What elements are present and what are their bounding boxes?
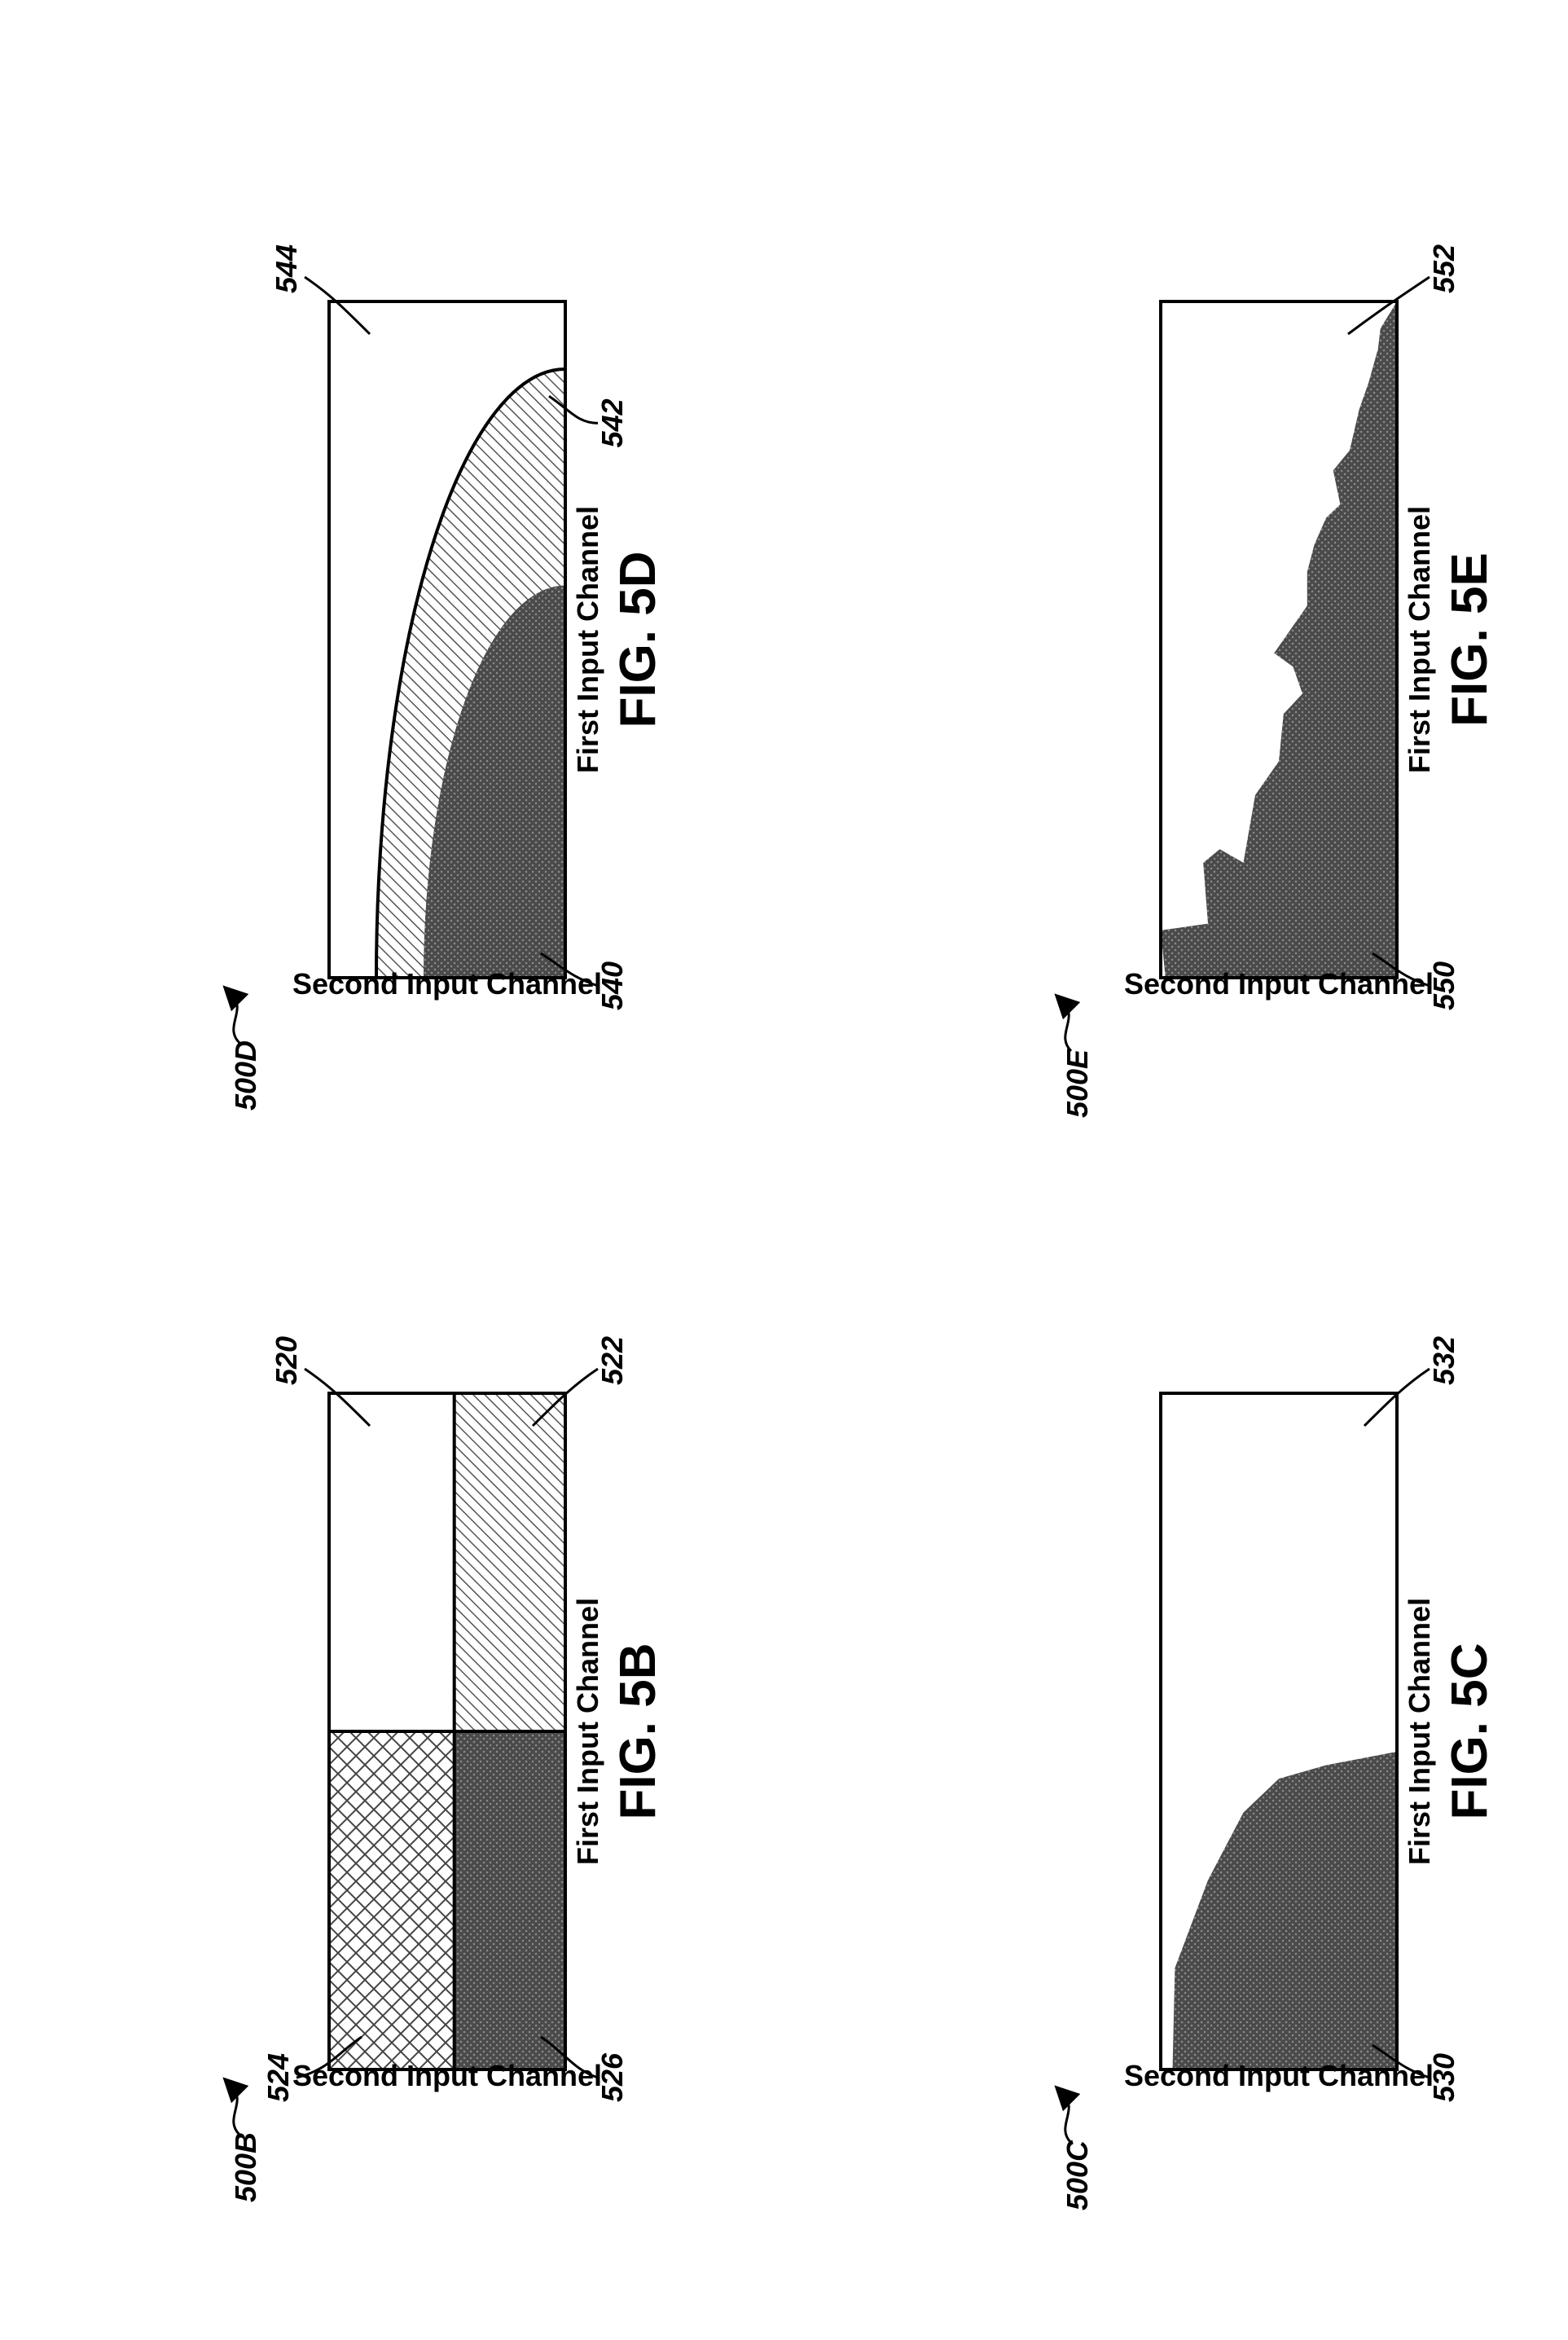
fig5b-lead-500b xyxy=(222,2077,249,2136)
fig5b-lead-524 xyxy=(296,2035,362,2079)
fig5b-lead-526 xyxy=(540,2035,599,2079)
fig5c-ref-500c: 500C xyxy=(1061,2140,1094,2210)
fig5b-region-524 xyxy=(329,1731,455,2069)
fig5d-lead-544 xyxy=(304,275,371,336)
fig5d: First Input Channel FIG. 5D Second Input C… xyxy=(222,244,666,1111)
fig5d-lead-500d xyxy=(222,985,249,1045)
fig5b-y-axis-label: Second Input Channel xyxy=(292,2059,602,2092)
fig5d-x-axis-label: First Input Channel xyxy=(571,506,604,773)
fig5b-region-526 xyxy=(454,1731,565,2069)
fig5d-frame xyxy=(327,300,567,979)
fig5d-lead-542 xyxy=(548,394,599,424)
fig5e-frame xyxy=(1159,300,1399,979)
fig5d-figure-label: FIG. 5D xyxy=(610,551,666,728)
fig5e-y-axis-label: Second Input Channel xyxy=(1124,967,1434,1001)
fig5c-lead-530 xyxy=(1372,2043,1430,2079)
fig5b-figure-label: FIG. 5B xyxy=(610,1643,666,1819)
fig5c-lead-500c xyxy=(1054,2085,1081,2144)
fig5c-ref-532: 532 xyxy=(1427,1336,1460,1385)
fig5d-outer-boundary xyxy=(375,367,566,979)
fig5d-ref-500d: 500D xyxy=(229,1040,262,1111)
fig5b-ref-522: 522 xyxy=(595,1336,629,1385)
fig5b-ref-524: 524 xyxy=(261,2053,295,2102)
fig5e-ref-552: 552 xyxy=(1427,244,1460,293)
fig5d-lead-540 xyxy=(540,952,599,987)
fig5d-ref-540: 540 xyxy=(595,961,629,1010)
fig5c-ref-530: 530 xyxy=(1427,2053,1460,2102)
fig5c-lead-532 xyxy=(1363,1367,1430,1427)
fig5e-ref-550: 550 xyxy=(1427,961,1460,1010)
fig5d-ref-542: 542 xyxy=(595,398,629,447)
fig5e: First Input Channel FIG. 5E Second Input C… xyxy=(1054,244,1498,1118)
fig5b-region-522 xyxy=(454,1393,565,1731)
fig5b-ref-500b: 500B xyxy=(229,2132,262,2202)
fig5b: First Input Channel FIG. 5B Second Input C… xyxy=(222,1336,666,2202)
fig5e-lead-500e xyxy=(1054,993,1081,1053)
fig5d-y-axis-label: Second Input Channel xyxy=(292,967,602,1001)
fig5b-lead-520 xyxy=(304,1367,371,1427)
fig5b-ref-520: 520 xyxy=(270,1336,303,1385)
fig5c-figure-label: FIG. 5C xyxy=(1442,1643,1498,1819)
fig5d-region-540 xyxy=(424,585,565,978)
fig5e-lead-552 xyxy=(1347,275,1430,336)
fig5c-x-axis-label: First Input Channel xyxy=(1403,1598,1436,1865)
fig5b-region-520 xyxy=(329,1393,455,1731)
fig5c-frame xyxy=(1159,1392,1399,2071)
fig5e-region-550 xyxy=(1161,301,1397,978)
fig5b-lead-522 xyxy=(531,1367,599,1427)
fig5b-frame xyxy=(327,1392,567,2071)
fig5c-y-axis-label: Second Input Channel xyxy=(1124,2059,1434,2092)
fig5e-figure-label: FIG. 5E xyxy=(1442,552,1498,727)
fig5d-ref-544: 544 xyxy=(270,244,303,293)
fig5e-lead-550 xyxy=(1372,952,1430,987)
fig5e-ref-500e: 500E xyxy=(1061,1049,1094,1118)
fig5b-ref-526: 526 xyxy=(595,2052,629,2102)
fig5c: First Input Channel FIG. 5C Second Input C… xyxy=(1054,1336,1498,2210)
fig5e-x-axis-label: First Input Channel xyxy=(1403,506,1436,773)
fig5b-x-axis-label: First Input Channel xyxy=(571,1598,604,1865)
fig5c-region-530 xyxy=(1172,1751,1397,2069)
